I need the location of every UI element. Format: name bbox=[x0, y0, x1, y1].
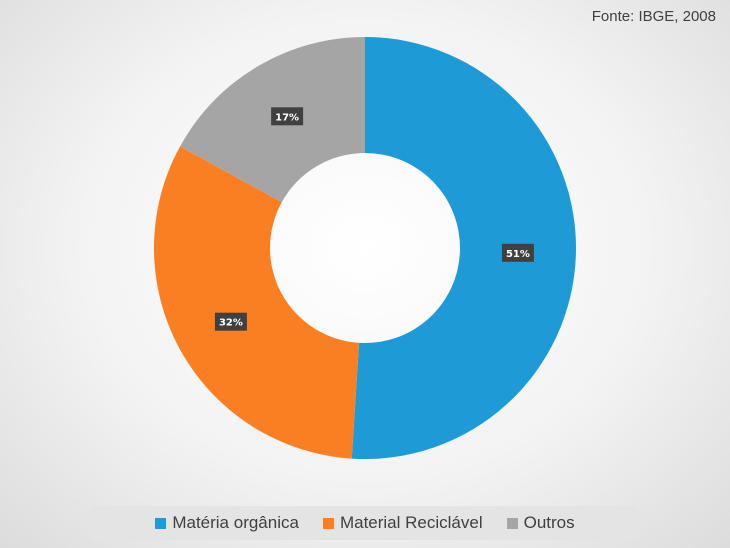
legend-label-outros: Outros bbox=[523, 513, 575, 532]
slice-material-reciclavel bbox=[153, 146, 360, 459]
legend-swatch-outros bbox=[506, 517, 518, 529]
legend-item-material-reciclavel: Material Reciclável bbox=[322, 513, 483, 533]
data-label-material-reciclavel: 32% bbox=[214, 312, 247, 331]
data-label-text-material-reciclavel: 32% bbox=[219, 318, 243, 329]
data-label-box-materia-organica bbox=[501, 243, 534, 262]
chart-source: Fonte: IBGE, 2008 bbox=[591, 8, 716, 25]
data-label-materia-organica: 51% bbox=[501, 243, 534, 262]
legend-swatch-material-reciclavel bbox=[322, 517, 334, 529]
data-label-box-outros bbox=[271, 107, 304, 126]
legend-swatch-materia-organica bbox=[155, 517, 167, 529]
legend-item-materia-organica: Matéria orgânica bbox=[155, 513, 299, 533]
data-label-box-material-reciclavel bbox=[214, 312, 247, 331]
legend-label-material-reciclavel: Material Reciclável bbox=[339, 513, 483, 532]
data-label-outros: 17% bbox=[271, 107, 304, 126]
chart-legend: Matéria orgânica Material Reciclável Out… bbox=[92, 506, 638, 540]
legend-label-materia-organica: Matéria orgânica bbox=[172, 513, 299, 532]
data-label-text-outros: 17% bbox=[275, 112, 299, 123]
legend-item-outros: Outros bbox=[506, 513, 575, 533]
doughnut-chart: 51% 32% 17% bbox=[153, 37, 576, 459]
data-label-text-materia-organica: 51% bbox=[506, 249, 530, 260]
slice-materia-organica bbox=[351, 37, 576, 459]
